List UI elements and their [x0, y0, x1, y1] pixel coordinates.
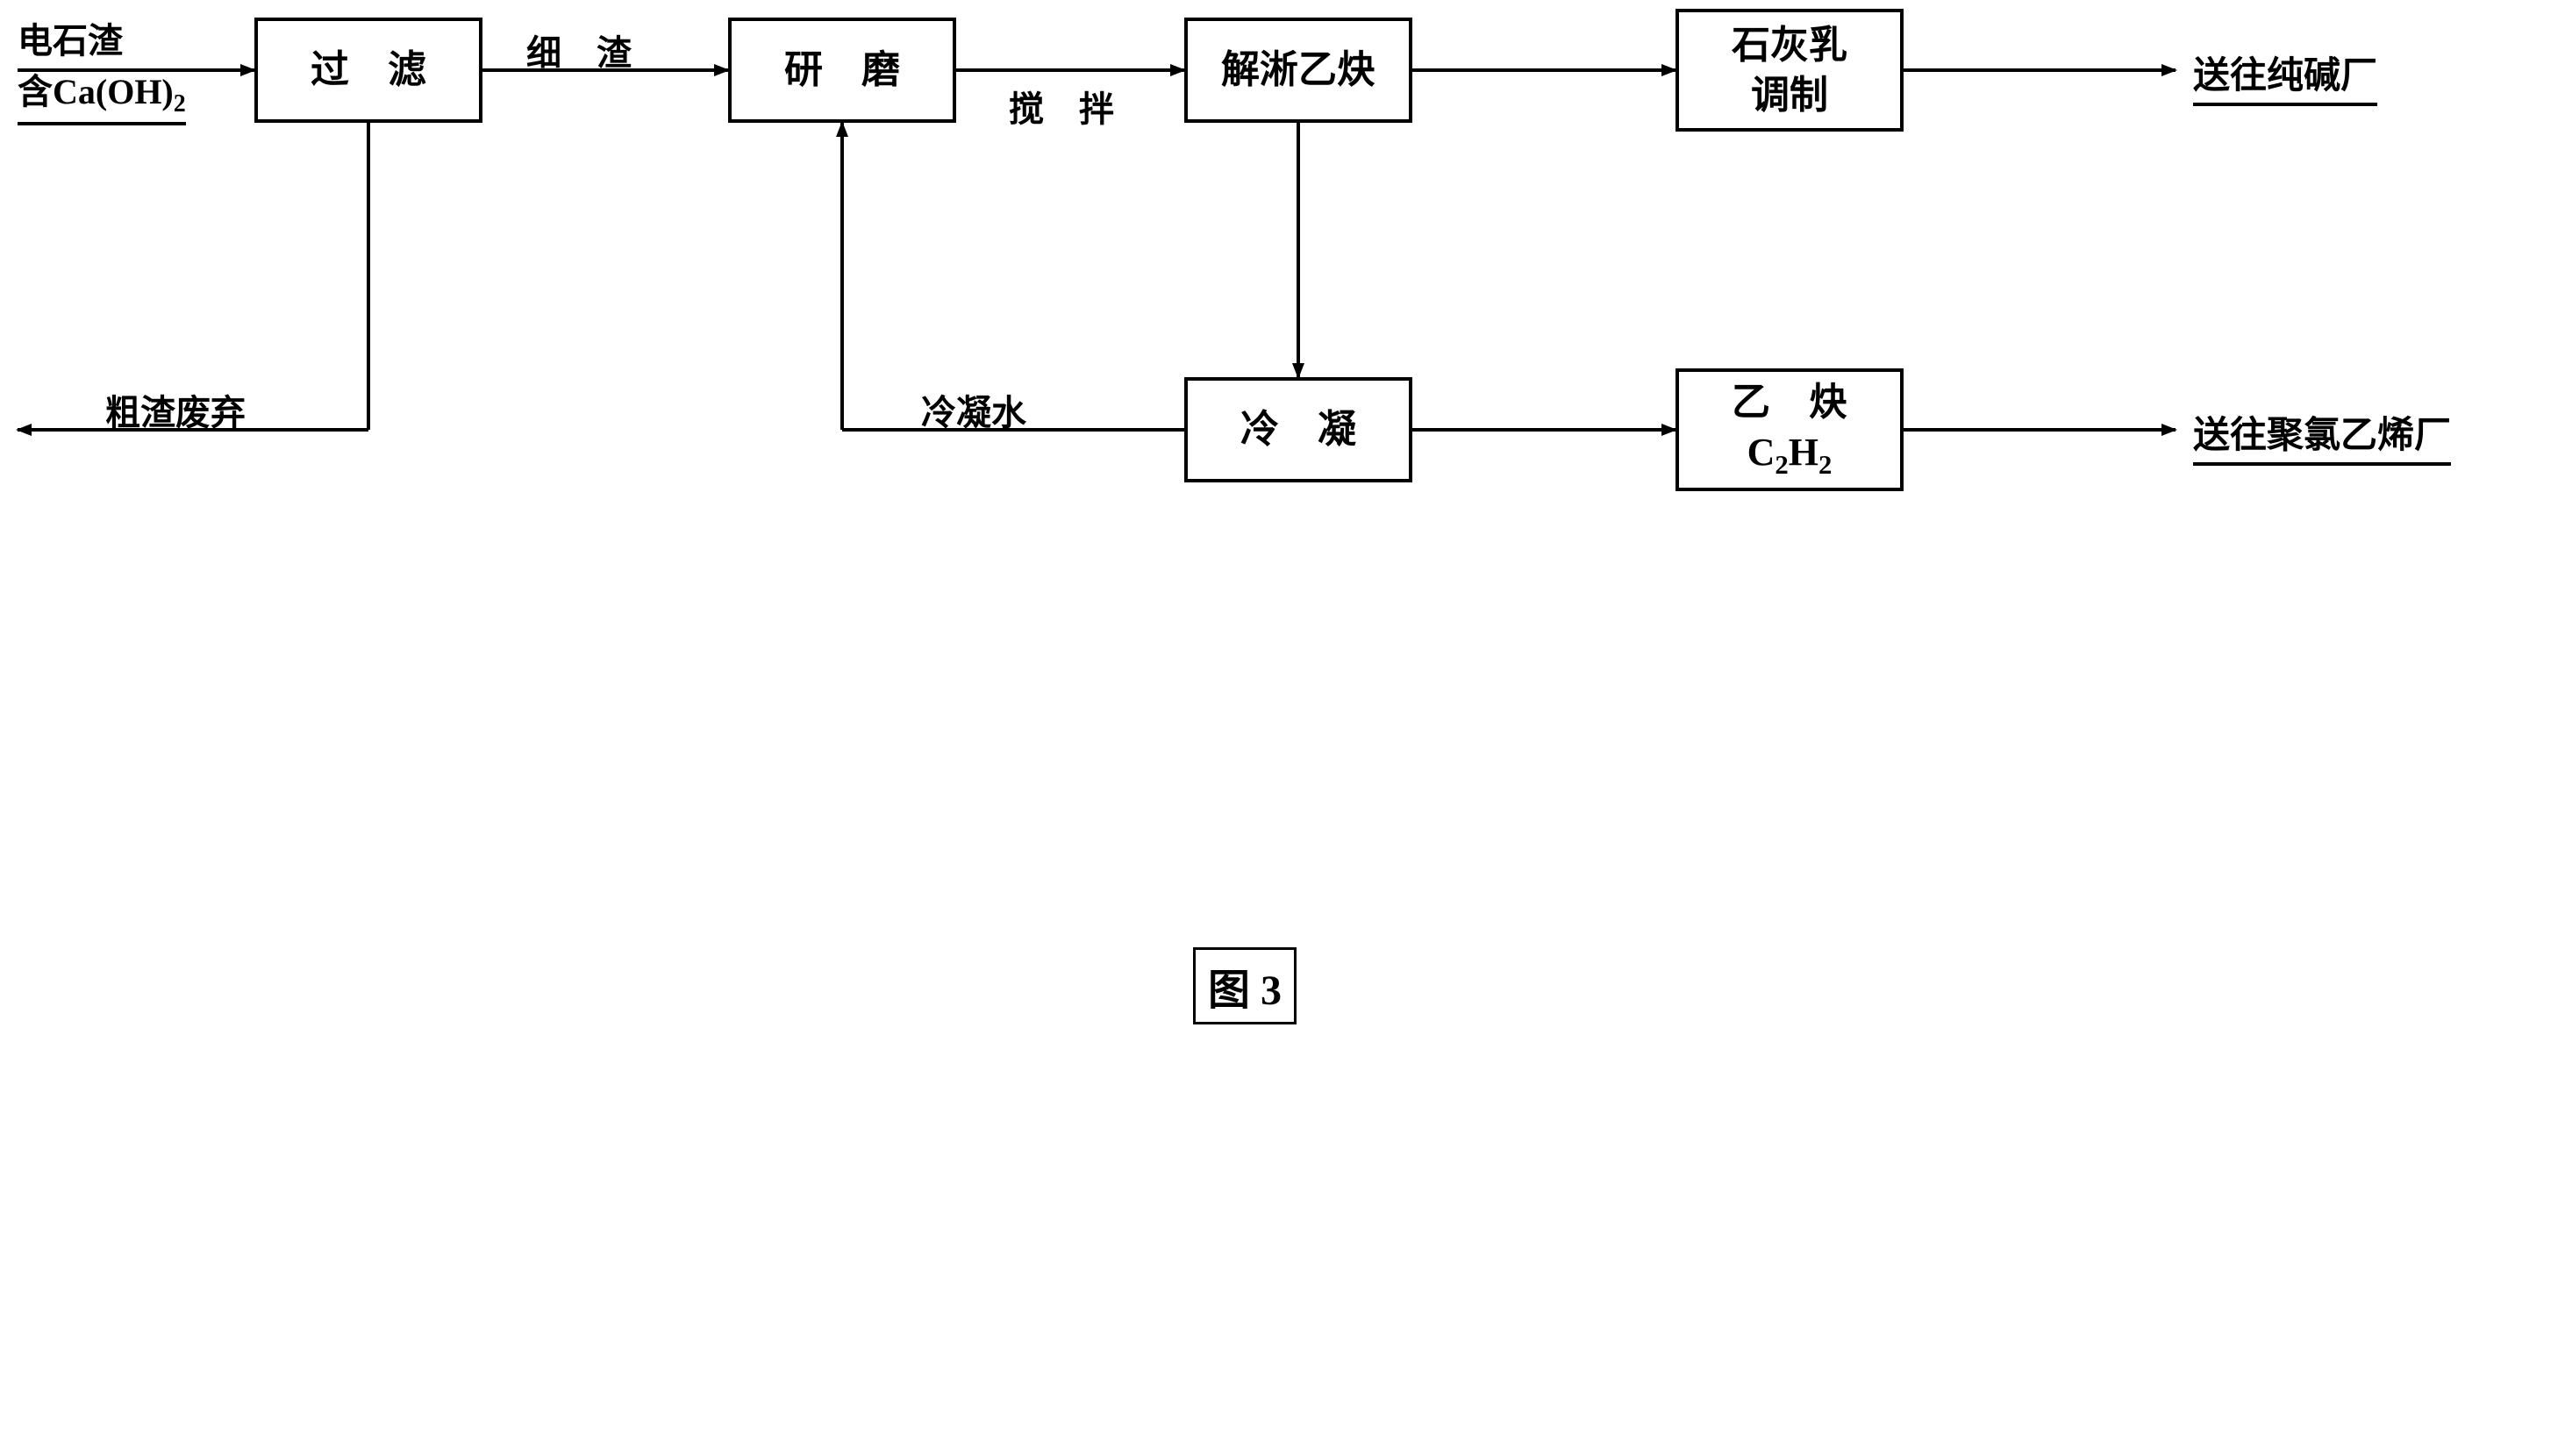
box-acet-line1: 乙 炔 — [1732, 377, 1847, 427]
input-line2: 含Ca(OH)2 — [18, 63, 186, 125]
label-coarse-discard: 粗渣废弃 — [105, 384, 246, 435]
box-desorb-label: 解淅乙炔 — [1221, 45, 1375, 95]
box-acetylene: 乙 炔 C2H2 — [1675, 368, 1904, 491]
figure-label: 图 3 — [1193, 947, 1297, 1024]
input-line1: 电石渣 — [18, 21, 123, 61]
label-fine-residue: 细 渣 — [526, 25, 632, 75]
box-milk-line2: 调制 — [1751, 70, 1828, 120]
box-grind-label: 研 磨 — [784, 45, 900, 95]
box-milk: 石灰乳 调制 — [1675, 9, 1904, 132]
box-grind: 研 磨 — [728, 18, 956, 123]
label-stir: 搅 拌 — [1009, 81, 1114, 132]
box-acet-formula: C2H2 — [1747, 427, 1833, 482]
diagram-arrows — [0, 0, 2565, 1456]
output-soda: 送往纯碱厂 — [2193, 46, 2377, 106]
box-milk-line1: 石灰乳 — [1732, 20, 1847, 70]
input-label: 电石渣 含Ca(OH)2 — [18, 12, 186, 125]
label-condensate: 冷凝水 — [921, 384, 1026, 435]
output-pvc: 送往聚氯乙烯厂 — [2193, 405, 2451, 466]
box-filter-label: 过 滤 — [311, 45, 426, 95]
box-filter: 过 滤 — [254, 18, 482, 123]
box-condense: 冷 凝 — [1184, 377, 1412, 482]
box-condense-label: 冷 凝 — [1240, 404, 1356, 454]
box-desorb: 解淅乙炔 — [1184, 18, 1412, 123]
